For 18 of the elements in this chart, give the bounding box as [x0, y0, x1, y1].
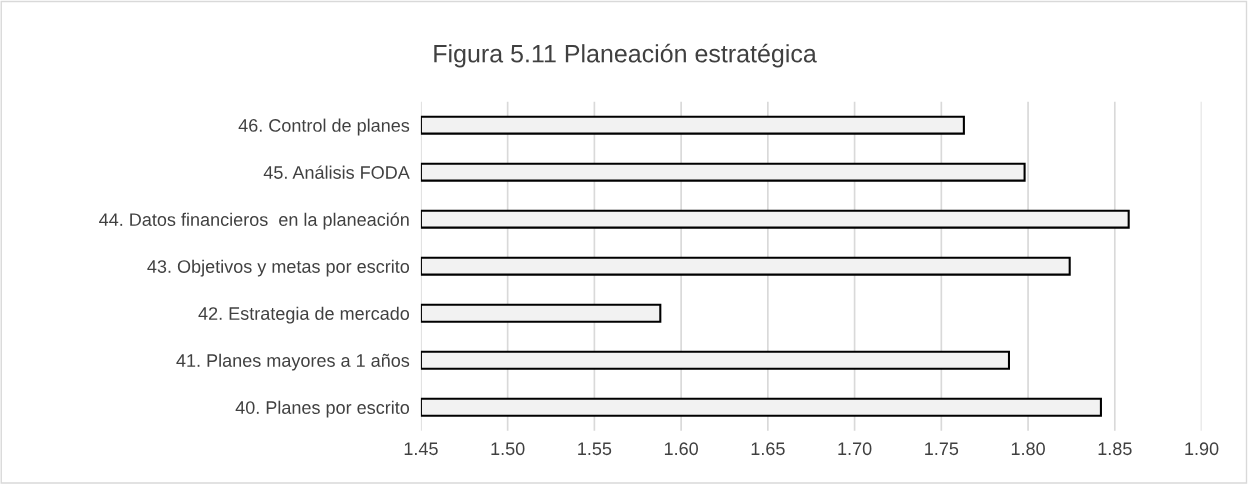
y-tick-label: 43. Objetivos y metas por escrito	[147, 259, 410, 277]
x-tick-label: 1.80	[1011, 442, 1045, 456]
x-tick-label: 1.50	[491, 442, 525, 456]
x-tick-label: 1.55	[578, 442, 612, 456]
x-tick-label: 1.90	[1185, 442, 1219, 456]
x-tick-label: 1.60	[664, 442, 698, 456]
y-tick-label: 46. Control de planes	[238, 118, 410, 136]
x-tick-label: 1.85	[1098, 442, 1132, 456]
y-tick-label: 44. Datos financieros en la planeación	[99, 212, 409, 230]
y-tick-label: 42. Estrategia de mercado	[198, 306, 410, 324]
chart-title: Figura 5.11 Planeación estratégica	[434, 43, 817, 68]
x-tick-label: 1.70	[838, 442, 872, 456]
y-tick-label: 45. Análisis FODA	[263, 165, 410, 179]
y-tick-label: 40. Planes por escrito	[235, 400, 410, 418]
x-tick-label: 1.75	[925, 442, 959, 456]
x-tick-label: 1.45	[404, 442, 438, 456]
x-tick-label: 1.65	[751, 442, 785, 456]
y-tick-label: 41. Planes mayores a 1 años	[176, 353, 410, 371]
